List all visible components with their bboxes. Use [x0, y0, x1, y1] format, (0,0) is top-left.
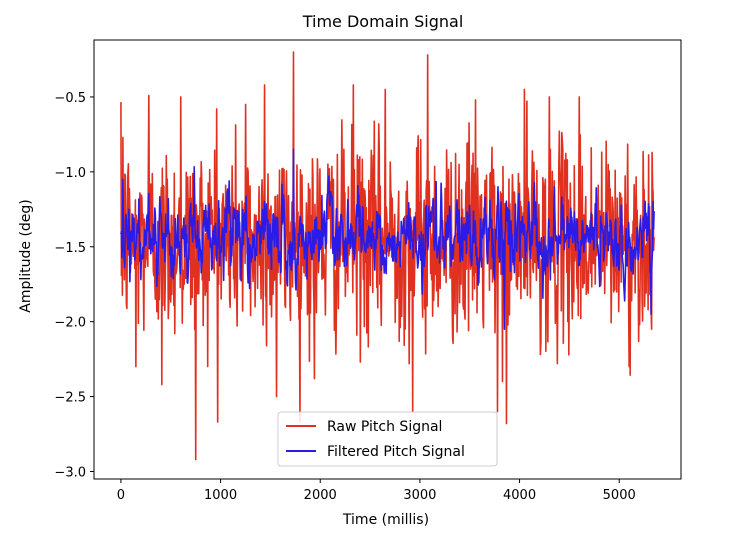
y-axis-label: Amplitude (deg): [18, 199, 34, 313]
y-tick-label: −2.0: [54, 316, 86, 331]
x-tick-label: 4000: [503, 488, 536, 503]
y-axis: −3.0 −2.5 −2.0 −1.5 −1.0 −0.5: [54, 91, 94, 481]
plot-frame: [93, 39, 682, 480]
series-line-filtered-pitch: [120, 148, 655, 330]
y-tick-label: −0.5: [54, 91, 86, 106]
legend-label-filtered: Filtered Pitch Signal: [327, 444, 465, 460]
legend-label-raw: Raw Pitch Signal: [327, 419, 442, 435]
legend-box: [277, 411, 498, 467]
x-tick-label: 1000: [204, 488, 237, 503]
legend: Raw Pitch Signal Filtered Pitch Signal: [277, 411, 498, 467]
y-tick-label: −1.0: [54, 166, 86, 181]
x-tick-label: 2000: [304, 488, 337, 503]
x-tick-label: 5000: [603, 488, 636, 503]
x-tick-label: 0: [117, 488, 125, 503]
y-tick-label: −3.0: [54, 466, 86, 481]
y-tick-label: −1.5: [54, 241, 86, 256]
chart-title: Time Domain Signal: [302, 12, 464, 31]
x-axis-label: Time (millis): [342, 512, 429, 528]
x-tick-label: 3000: [403, 488, 436, 503]
x-axis: 0 1000 2000 3000 4000 5000: [117, 479, 636, 503]
y-tick-label: −2.5: [54, 391, 86, 406]
series-layer: [120, 51, 655, 461]
